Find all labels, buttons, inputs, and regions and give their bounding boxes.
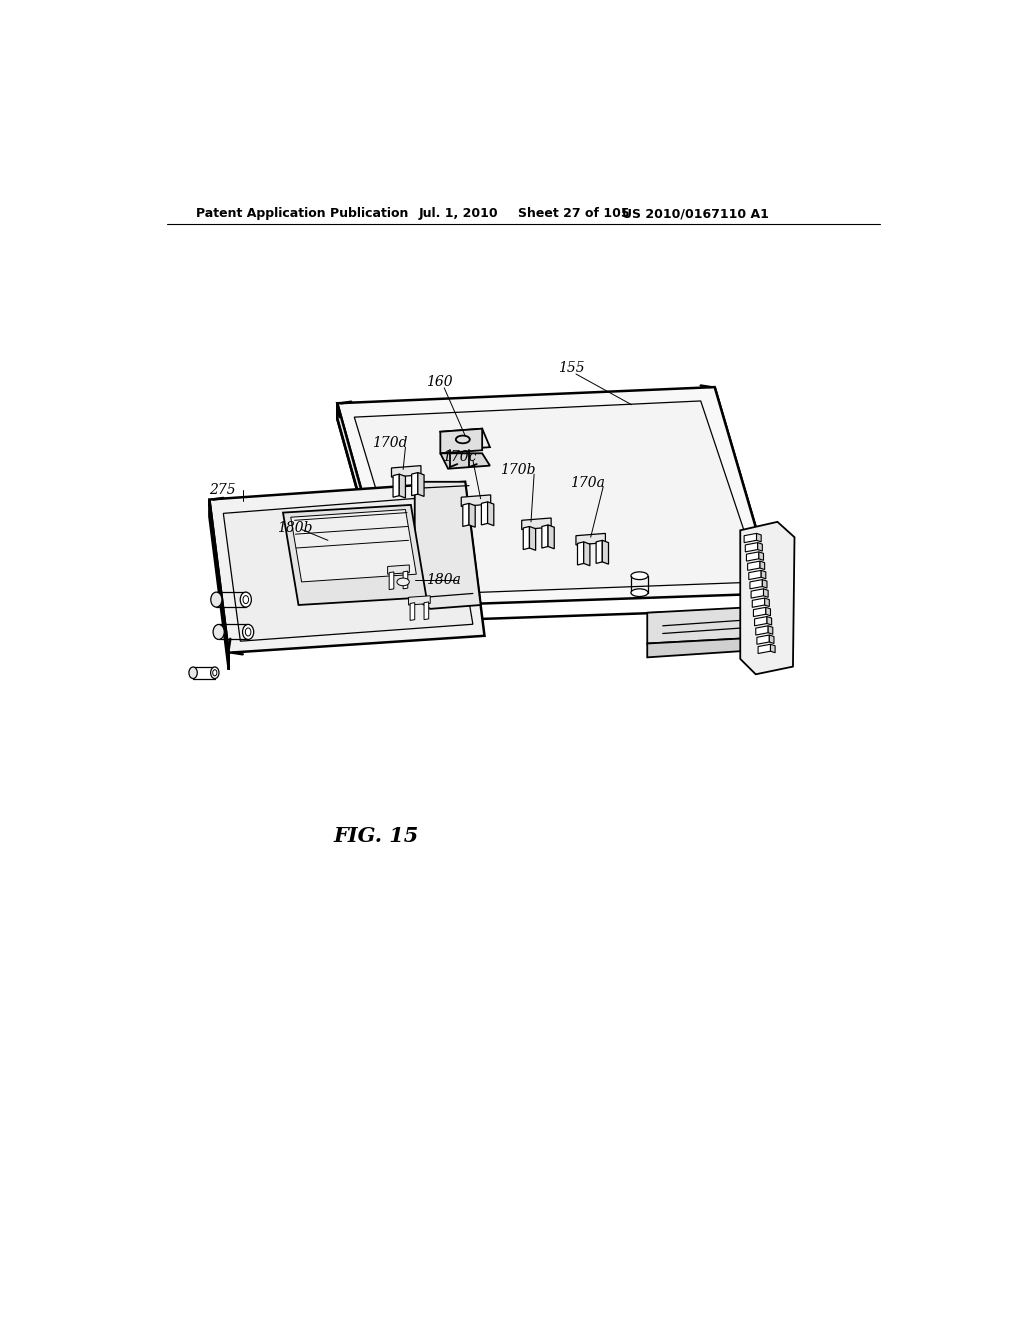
Polygon shape [440,453,489,469]
Polygon shape [769,635,774,644]
Text: FIG. 15: FIG. 15 [334,826,419,846]
Polygon shape [403,572,408,589]
Polygon shape [548,525,554,549]
Polygon shape [529,527,536,550]
Polygon shape [759,552,764,560]
Polygon shape [751,589,764,598]
Text: 170a: 170a [569,477,604,490]
Polygon shape [767,616,772,626]
Polygon shape [410,603,415,620]
Polygon shape [469,503,475,527]
Polygon shape [209,499,228,669]
Polygon shape [745,543,758,552]
Polygon shape [291,510,417,582]
Polygon shape [768,626,773,635]
Polygon shape [575,533,605,545]
Polygon shape [758,644,770,653]
Polygon shape [481,502,487,525]
Polygon shape [391,466,421,478]
Polygon shape [415,482,480,609]
Text: 170c: 170c [442,450,477,465]
Polygon shape [770,644,775,653]
Polygon shape [764,589,768,597]
Text: Sheet 27 of 105: Sheet 27 of 105 [518,207,630,220]
Polygon shape [761,570,766,578]
Text: 155: 155 [558,360,585,375]
Polygon shape [596,540,602,564]
Text: 170d: 170d [372,437,408,450]
Polygon shape [393,474,399,498]
Text: 180a: 180a [426,573,461,587]
Text: 170b: 170b [500,463,536,478]
Polygon shape [542,525,548,548]
Text: 275: 275 [209,483,236,496]
Polygon shape [418,473,424,496]
Polygon shape [647,607,764,644]
Polygon shape [756,626,768,635]
Polygon shape [602,540,608,564]
Text: Jul. 1, 2010: Jul. 1, 2010 [419,207,499,220]
Polygon shape [746,552,759,561]
Polygon shape [354,401,761,595]
Polygon shape [766,607,770,615]
Ellipse shape [243,624,254,639]
Polygon shape [757,533,761,543]
Ellipse shape [211,593,222,607]
Polygon shape [748,561,760,570]
Polygon shape [283,506,426,605]
Polygon shape [412,473,418,496]
Polygon shape [440,429,489,450]
Ellipse shape [213,624,224,639]
Polygon shape [399,474,406,498]
Polygon shape [753,598,765,607]
Polygon shape [337,387,775,607]
Polygon shape [389,572,394,590]
Text: US 2010/0167110 A1: US 2010/0167110 A1 [623,207,769,220]
Polygon shape [758,543,762,552]
Polygon shape [409,595,430,605]
Polygon shape [440,429,482,453]
Polygon shape [584,543,590,566]
Ellipse shape [241,593,251,607]
Polygon shape [765,598,769,607]
Polygon shape [463,503,469,527]
Polygon shape [523,527,529,549]
Polygon shape [647,638,764,657]
Polygon shape [749,570,761,579]
Polygon shape [740,521,795,675]
Polygon shape [715,387,775,609]
Ellipse shape [397,578,410,586]
Polygon shape [762,579,767,589]
Ellipse shape [631,589,648,597]
Polygon shape [209,482,484,653]
Polygon shape [461,495,490,507]
Polygon shape [578,543,584,565]
Ellipse shape [211,667,219,678]
Text: 180b: 180b [276,521,312,535]
Polygon shape [760,561,765,570]
Text: Patent Application Publication: Patent Application Publication [197,207,409,220]
Polygon shape [744,533,757,543]
Polygon shape [424,602,429,619]
Polygon shape [223,496,473,642]
Text: 160: 160 [426,375,453,388]
Polygon shape [754,607,766,616]
Polygon shape [337,404,394,622]
Ellipse shape [188,667,198,678]
Ellipse shape [631,572,648,579]
Polygon shape [757,635,769,644]
Polygon shape [755,616,767,626]
Polygon shape [487,502,494,525]
Polygon shape [750,579,762,589]
Polygon shape [388,565,410,574]
Polygon shape [521,517,551,529]
